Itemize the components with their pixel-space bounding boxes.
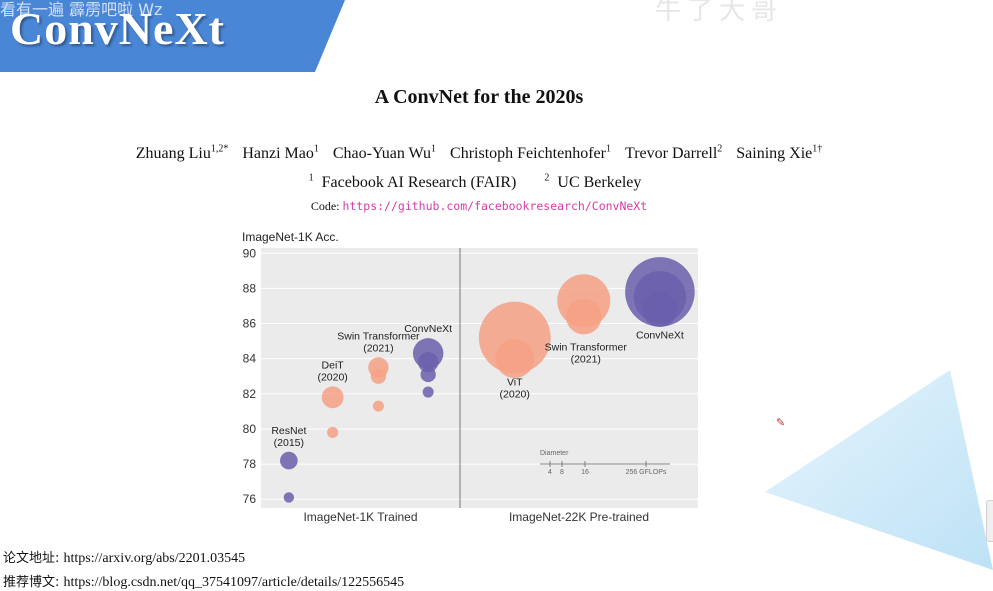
data-bubble — [420, 366, 436, 383]
code-link[interactable]: https://github.com/facebookresearch/Conv… — [342, 199, 648, 213]
size-legend-label: 8 — [560, 469, 564, 476]
y-tick-label: 82 — [243, 387, 257, 401]
series-label: ConvNeXt — [636, 330, 684, 342]
data-bubble — [417, 351, 439, 373]
data-bubble — [321, 386, 344, 409]
blog-link-label: 推荐博文: — [3, 575, 60, 590]
watermark-text: 牛了大哥 — [655, 0, 784, 26]
data-bubble — [565, 298, 602, 335]
panel-label: ImageNet-1K Trained — [303, 510, 417, 524]
size-legend-label: 4 — [548, 469, 552, 476]
affiliations: 1 Facebook AI Research (FAIR) 2 UC Berkele… — [0, 173, 958, 192]
series-label: (2015) — [274, 437, 304, 449]
author: Trevor Darrell2 — [624, 144, 723, 163]
slide-title: ConvNeXt — [10, 3, 225, 54]
y-tick-label: 88 — [243, 281, 257, 295]
data-bubble — [370, 368, 387, 384]
size-legend-label: 16 — [581, 469, 589, 476]
series-label: (2021) — [363, 342, 393, 354]
series-label: ViT — [507, 377, 523, 389]
code-label: Code: — [310, 199, 340, 213]
title-banner: 看有一遍 霹雳吧啦 Wz ConvNeXt — [0, 0, 345, 72]
series-label: DeiT — [322, 359, 345, 371]
blog-link[interactable]: https://blog.csdn.net/qq_37541097/articl… — [63, 575, 405, 590]
data-bubble — [422, 386, 434, 398]
data-bubble — [327, 426, 339, 439]
blog-link-line: 推荐博文: https://blog.csdn.net/qq_37541097/… — [3, 571, 404, 591]
banner-overlay-text: 看有一遍 霹雳吧啦 Wz — [0, 0, 163, 19]
pen-cursor-icon: ✎ — [776, 417, 786, 429]
author: Hanzi Mao1 — [242, 144, 319, 163]
affiliation: 1 Facebook AI Research (FAIR) — [308, 173, 517, 192]
data-bubble — [642, 292, 678, 327]
data-bubble — [495, 339, 535, 379]
series-label: ResNet — [271, 425, 306, 437]
size-legend-label: 256 GFLOPs — [626, 469, 667, 476]
y-tick-label: 80 — [243, 422, 257, 436]
author-list: Zhuang Liu1,2* Hanzi Mao1 Chao-Yuan Wu1 … — [0, 144, 958, 163]
data-bubble — [372, 400, 384, 412]
series-label: Swin Transformer — [337, 330, 420, 342]
data-bubble — [280, 451, 298, 470]
size-legend-title: Diameter — [540, 450, 569, 457]
panel-label: ImageNet-22K Pre-trained — [509, 510, 649, 524]
y-axis-label: ImageNet-1K Acc. — [242, 230, 339, 244]
paper-link-label: 论文地址: — [3, 551, 60, 566]
affiliation: 2 UC Berkeley — [544, 173, 642, 192]
decorative-triangle — [765, 370, 993, 570]
y-tick-label: 76 — [243, 492, 257, 506]
series-label: (2021) — [571, 354, 601, 366]
side-scroll-handle[interactable] — [986, 500, 993, 542]
series-label: (2020) — [500, 389, 530, 401]
paper-title: A ConvNet for the 2020s — [374, 86, 584, 108]
series-label: Swin Transformer — [545, 342, 628, 354]
author: Chao-Yuan Wu1 — [332, 144, 437, 163]
data-bubble — [283, 492, 295, 503]
accuracy-chart: 76 78 80 82 84 86 88 90 ImageNet-1K Acc. ImageNet… — [230, 226, 710, 533]
y-tick-label: 84 — [243, 352, 257, 366]
author: Christoph Feichtenhofer1 — [450, 144, 611, 163]
series-label: ConvNeXt — [404, 323, 452, 335]
paper-link[interactable]: https://arxiv.org/abs/2201.03545 — [63, 551, 246, 566]
author: Saining Xie1† — [736, 144, 823, 163]
y-tick-label: 86 — [243, 317, 257, 331]
y-tick-label: 90 — [243, 246, 257, 260]
author: Zhuang Liu1,2* — [135, 144, 229, 163]
series-label: (2020) — [317, 371, 347, 383]
paper-link-line: 论文地址: https://arxiv.org/abs/2201.03545 — [3, 547, 245, 567]
y-tick-label: 78 — [243, 457, 257, 471]
banner-shape — [0, 0, 345, 72]
code-line: Code: https://github.com/facebookresearc… — [0, 199, 958, 214]
